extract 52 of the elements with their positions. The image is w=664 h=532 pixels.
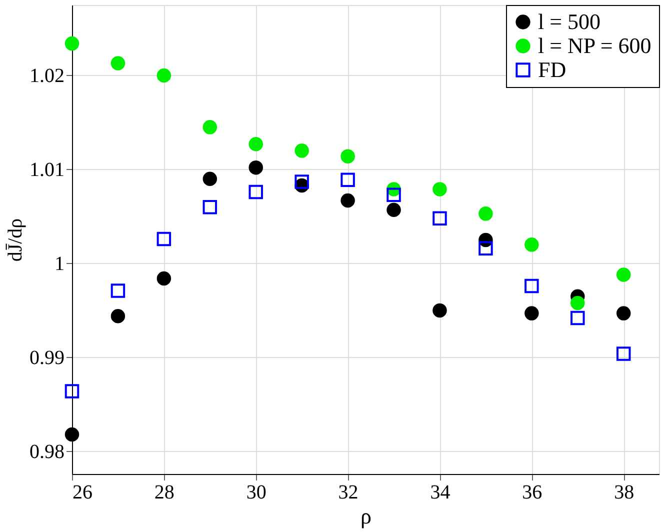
point — [202, 120, 218, 134]
point — [64, 384, 80, 398]
point — [616, 306, 631, 320]
point — [386, 202, 401, 218]
point — [156, 68, 172, 83]
point — [248, 160, 263, 175]
y-axis-title: dJ̄/dρ — [4, 218, 26, 262]
x-tick-label: 26 — [72, 482, 92, 504]
y-tick-label: 0.99 — [30, 346, 64, 369]
legend-label: FD — [538, 57, 566, 82]
point — [340, 172, 355, 187]
point — [248, 184, 263, 200]
x-tick-label: 28 — [154, 482, 174, 504]
point — [340, 149, 355, 164]
x-tick-label: 38 — [614, 482, 634, 504]
point — [294, 144, 309, 158]
point — [110, 56, 126, 70]
point — [202, 172, 218, 186]
point — [202, 200, 218, 214]
legend-label: l = NP = 600 — [538, 33, 652, 58]
point — [524, 306, 539, 320]
point — [340, 193, 355, 208]
point — [110, 308, 126, 324]
point — [156, 232, 172, 246]
point — [248, 136, 263, 152]
legend-label: l = 500 — [538, 9, 601, 34]
x-tick-label: 36 — [522, 482, 542, 504]
point — [294, 174, 309, 189]
point — [386, 188, 401, 202]
x-tick-label: 34 — [430, 482, 450, 504]
point — [432, 303, 447, 318]
point — [110, 284, 126, 298]
y-tick-label: 1.02 — [30, 64, 64, 87]
y-tick-label: 0.98 — [30, 440, 64, 463]
point — [478, 206, 493, 221]
point — [616, 268, 631, 282]
point — [478, 241, 493, 256]
point — [432, 182, 447, 196]
x-axis-title: ρ — [360, 504, 372, 528]
point — [616, 346, 631, 361]
point — [64, 36, 80, 51]
point — [64, 427, 80, 442]
point — [156, 271, 172, 286]
point — [432, 211, 447, 226]
y-tick-label: 1.01 — [30, 158, 64, 181]
x-tick-label: 32 — [338, 482, 358, 504]
point — [570, 296, 585, 310]
x-tick-label: 30 — [246, 482, 266, 504]
y-tick-label: 1 — [54, 252, 64, 275]
point — [570, 310, 585, 326]
point — [524, 238, 539, 252]
point — [524, 278, 539, 294]
